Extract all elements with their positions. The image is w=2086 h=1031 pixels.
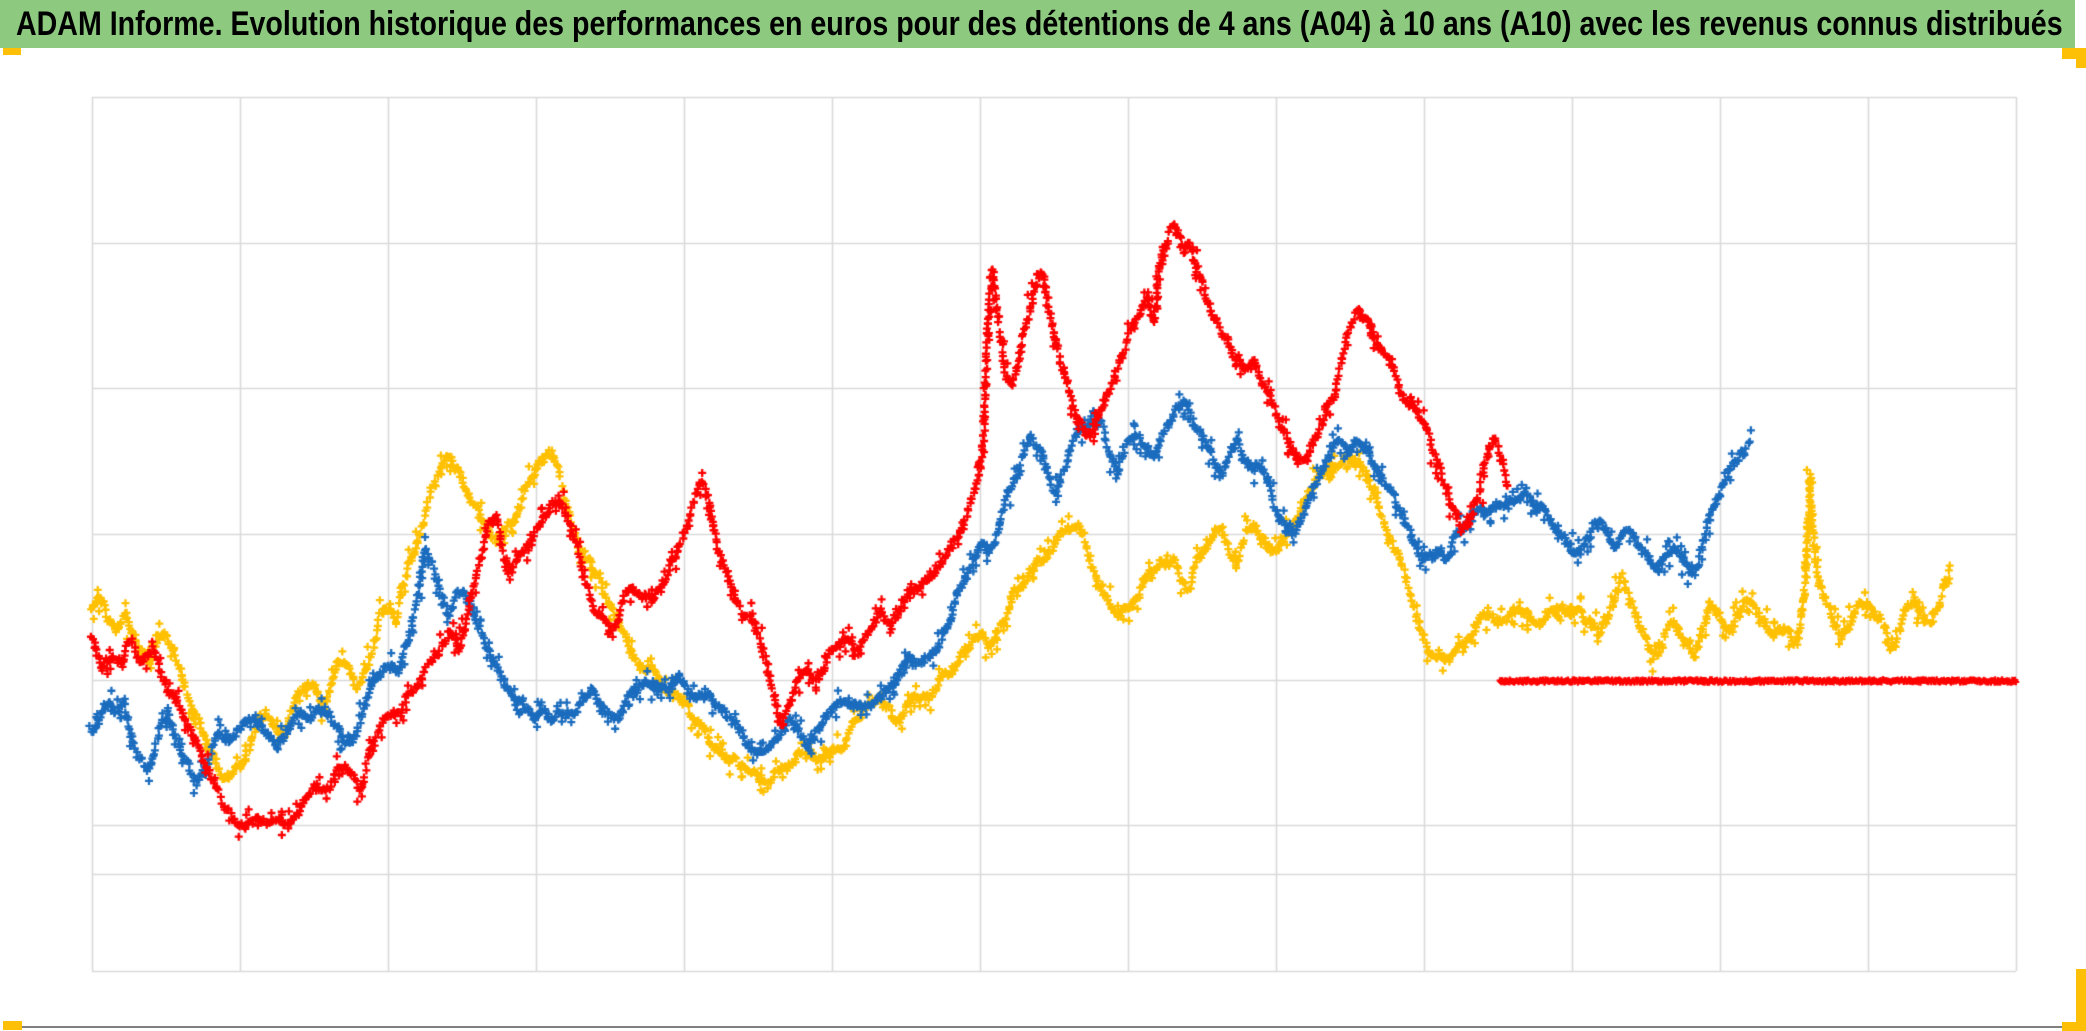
corner-accent-bottom-right (2062, 1022, 2086, 1031)
page-title: ADAM Informe. Evolution historique des p… (16, 4, 2063, 43)
corner-accent-bottom-right-edge (2076, 969, 2086, 1031)
corner-accent-top-right (2062, 48, 2086, 59)
corner-accent-bottom-left (3, 1021, 22, 1030)
corner-accent-top-right-edge (2076, 48, 2086, 68)
corner-accent-top-left (3, 48, 21, 55)
page-bottom-rule (22, 1026, 2062, 1028)
title-bar: ADAM Informe. Evolution historique des p… (0, 0, 2075, 48)
